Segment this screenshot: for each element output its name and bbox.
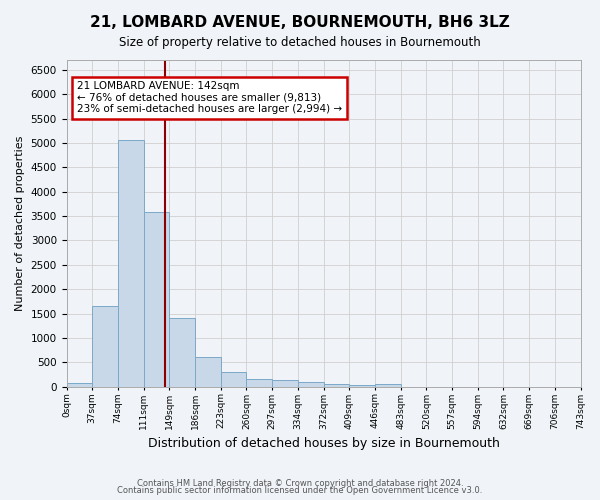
Text: 21 LOMBARD AVENUE: 142sqm
← 76% of detached houses are smaller (9,813)
23% of se: 21 LOMBARD AVENUE: 142sqm ← 76% of detac… bbox=[77, 81, 342, 114]
Text: 21, LOMBARD AVENUE, BOURNEMOUTH, BH6 3LZ: 21, LOMBARD AVENUE, BOURNEMOUTH, BH6 3LZ bbox=[90, 15, 510, 30]
Bar bbox=[169, 318, 195, 386]
Y-axis label: Number of detached properties: Number of detached properties bbox=[15, 136, 25, 311]
Text: Contains public sector information licensed under the Open Government Licence v3: Contains public sector information licen… bbox=[118, 486, 482, 495]
Bar bbox=[221, 372, 247, 386]
Text: Contains HM Land Registry data © Crown copyright and database right 2024.: Contains HM Land Registry data © Crown c… bbox=[137, 478, 463, 488]
Bar bbox=[298, 382, 323, 386]
Bar bbox=[118, 140, 143, 386]
Bar bbox=[349, 385, 375, 386]
Bar bbox=[323, 384, 349, 386]
Bar bbox=[247, 379, 272, 386]
Bar bbox=[92, 306, 118, 386]
Text: Size of property relative to detached houses in Bournemouth: Size of property relative to detached ho… bbox=[119, 36, 481, 49]
Bar bbox=[143, 212, 169, 386]
X-axis label: Distribution of detached houses by size in Bournemouth: Distribution of detached houses by size … bbox=[148, 437, 499, 450]
Bar bbox=[375, 384, 401, 386]
Bar bbox=[67, 383, 92, 386]
Bar bbox=[195, 357, 221, 386]
Bar bbox=[272, 380, 298, 386]
